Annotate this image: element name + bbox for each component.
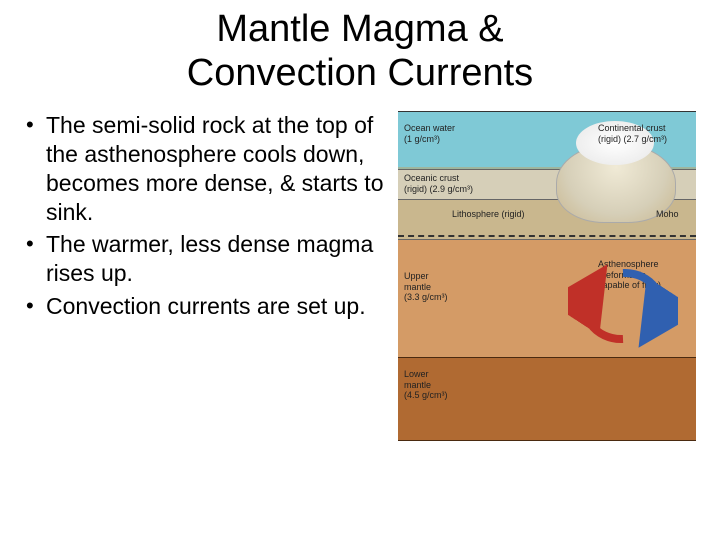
- label-lithosphere: Lithosphere (rigid): [452, 209, 525, 219]
- label-oceanic-crust: Oceanic crust (rigid) (2.9 g/cm³): [404, 173, 473, 194]
- bullet-item: The warmer, less dense magma rises up.: [24, 230, 398, 288]
- label-moho: Moho: [656, 209, 679, 219]
- label-lower-mantle: Lower mantle (4.5 g/cm³): [404, 369, 448, 400]
- bullet-item: The semi-solid rock at the top of the as…: [24, 111, 398, 226]
- moho-boundary: [398, 235, 696, 237]
- bullet-list: The semi-solid rock at the top of the as…: [24, 111, 398, 324]
- bullet-item: Convection currents are set up.: [24, 292, 398, 321]
- label-continental-crust: Continental crust (rigid) (2.7 g/cm³): [598, 123, 667, 144]
- earth-layers-diagram: Ocean water (1 g/cm³) Oceanic crust (rig…: [398, 111, 696, 324]
- label-ocean-water: Ocean water (1 g/cm³): [404, 123, 455, 144]
- label-upper-mantle: Upper mantle (3.3 g/cm³): [404, 271, 448, 302]
- slide-title: Mantle Magma & Convection Currents: [0, 0, 720, 111]
- title-line-1: Mantle Magma &: [40, 8, 680, 52]
- convection-arrows-icon: [568, 261, 678, 351]
- slide-content: The semi-solid rock at the top of the as…: [0, 111, 720, 324]
- title-line-2: Convection Currents: [40, 52, 680, 96]
